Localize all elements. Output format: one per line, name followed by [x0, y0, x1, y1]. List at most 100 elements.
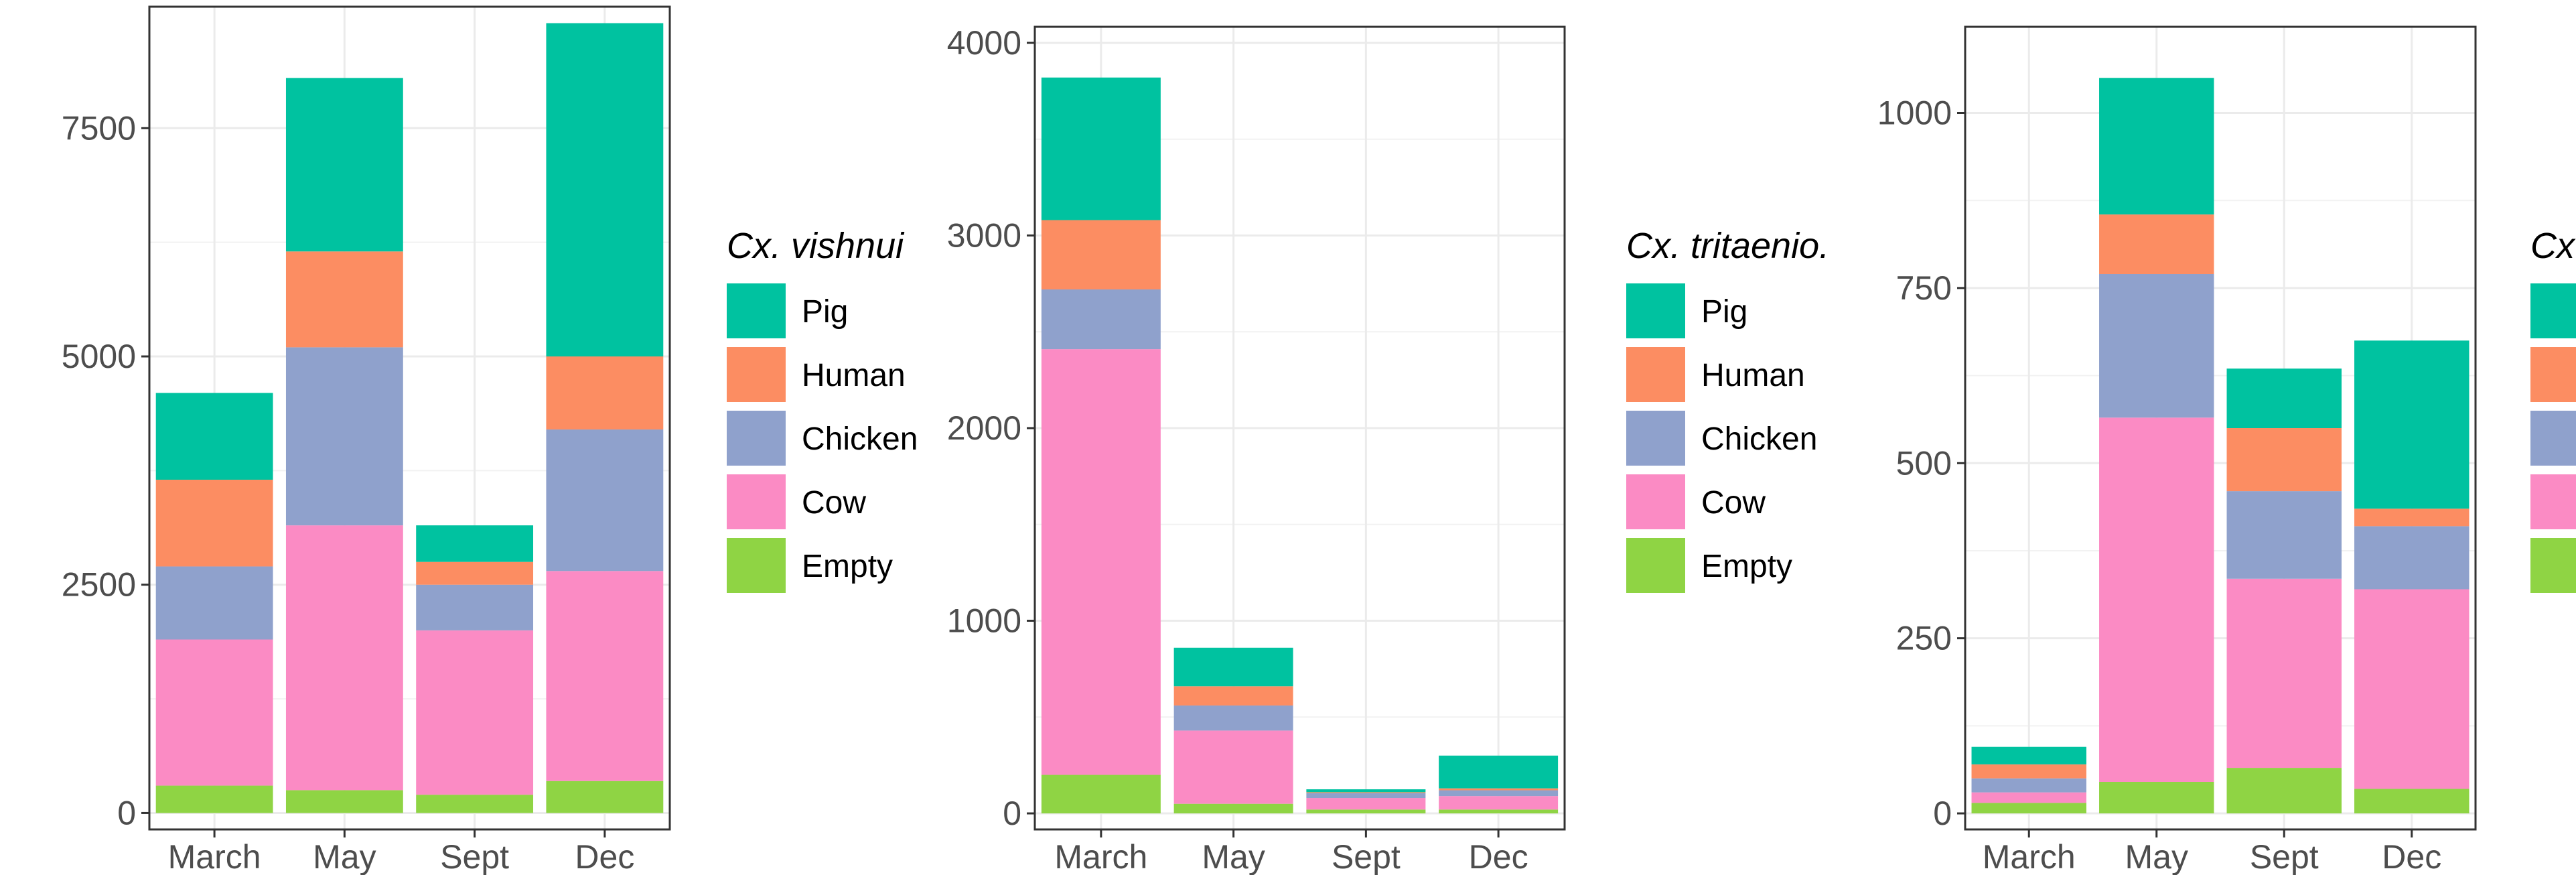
legend-title: Cx. vishnui [727, 226, 905, 266]
chart-panel-1: 0 2500 5000 7500 March May Sept Dec Cx. vishnui P… [62, 5, 918, 875]
bar-chicken-sept [1306, 793, 1426, 799]
bar-empty-dec [546, 781, 664, 813]
legend: Cx. gelidusPigHumanChickenCowEmpty [2530, 226, 2576, 593]
bar-human-sept [416, 561, 534, 585]
bar-human-march [1041, 220, 1161, 289]
legend-key-cow [2530, 474, 2576, 529]
bar-pig-sept [2226, 368, 2342, 428]
bar-chicken-dec [1439, 790, 1559, 797]
bar-chicken-may [285, 347, 403, 526]
bar-cow-dec [1439, 796, 1559, 810]
bar-pig-may [285, 78, 403, 252]
bar-chicken-sept [416, 584, 534, 630]
x-tick-label: May [2125, 838, 2188, 875]
x-tick-label: May [313, 838, 376, 875]
bar-empty-dec [2354, 789, 2470, 814]
legend-key-pig [1626, 283, 1685, 338]
y-tick-label: 2000 [947, 409, 1021, 447]
x-tick-label: Dec [2382, 838, 2441, 875]
legend-label-human: Human [1701, 358, 1805, 393]
legend-label-cow: Cow [1701, 485, 1766, 521]
bar-cow-may [1173, 730, 1293, 804]
bar-human-may [2099, 214, 2214, 274]
bar-pig-march [155, 393, 273, 480]
legend-label-chicken: Chicken [1701, 421, 1817, 457]
chart-panel-2: 0 1000 2000 3000 4000 March May Sept Dec Cx. trit… [947, 24, 1829, 875]
legend-title: Cx. gelidus [2530, 226, 2576, 266]
x-tick-label: May [1202, 838, 1265, 875]
legend-label-pig: Pig [802, 294, 848, 330]
bar-empty-march [155, 785, 273, 813]
y-tick-label: 7500 [62, 109, 136, 147]
bar-chicken-may [1173, 705, 1293, 731]
bar-human-dec [2354, 509, 2470, 527]
bar-human-march [155, 479, 273, 567]
x-tick-label: Sept [440, 838, 509, 875]
bar-pig-dec [1439, 755, 1559, 789]
bar-cow-dec [546, 571, 664, 781]
y-tick-label: 500 [1896, 444, 1952, 482]
bar-chicken-march [1041, 289, 1161, 350]
bar-human-may [285, 251, 403, 348]
y-tick-label: 1000 [1877, 94, 1952, 132]
bar-chicken-may [2099, 273, 2214, 418]
y-tick-label: 250 [1896, 620, 1952, 657]
bar-pig-may [2099, 78, 2214, 215]
legend-label-empty: Empty [1701, 549, 1792, 584]
y-tick-label: 0 [117, 794, 136, 831]
legend-label-empty: Empty [802, 549, 893, 584]
bar-human-sept [1306, 792, 1426, 793]
legend-key-chicken [727, 411, 786, 466]
x-tick-label: Sept [2250, 838, 2319, 875]
bar-pig-march [1041, 77, 1161, 220]
bar-pig-sept [416, 525, 534, 562]
bar-cow-march [1971, 792, 2086, 803]
bar-cow-sept [416, 630, 534, 795]
bar-empty-may [1173, 803, 1293, 814]
panel-border [1964, 25, 2477, 831]
legend-label-human: Human [802, 358, 906, 393]
y-tick-label: 4000 [947, 24, 1021, 62]
legend-key-human [2530, 347, 2576, 402]
bar-empty-sept [416, 795, 534, 813]
legend-key-cow [1626, 474, 1685, 529]
bar-cow-march [155, 639, 273, 786]
bar-empty-may [2099, 781, 2214, 814]
legend-key-chicken [1626, 411, 1685, 466]
bar-cow-dec [2354, 589, 2470, 789]
bar-pig-march [1971, 746, 2086, 764]
bar-empty-march [1041, 775, 1161, 814]
bar-chicken-dec [2354, 526, 2470, 590]
bar-human-march [1971, 764, 2086, 779]
y-tick-label: 3000 [947, 216, 1021, 254]
legend-key-empty [727, 538, 786, 593]
x-tick-label: March [1983, 838, 2076, 875]
legend: Cx. vishnui Pig Human Chicken Cow Empty [727, 226, 918, 593]
chart-panel-3: 0 250 500 750 1000 March May Sept Dec Cx. gelidus… [1877, 25, 2576, 875]
bar-cow-sept [2226, 578, 2342, 768]
bar-empty-sept [2226, 768, 2342, 814]
bar-cow-march [1041, 349, 1161, 775]
bar-cow-sept [1306, 798, 1426, 810]
bar-pig-may [1173, 647, 1293, 687]
legend-key-pig [727, 283, 786, 338]
y-tick-label: 750 [1896, 269, 1952, 307]
legend-label-cow: Cow [802, 485, 866, 521]
legend-key-empty [2530, 538, 2576, 593]
y-tick-label: 5000 [62, 338, 136, 375]
bar-chicken-dec [546, 429, 664, 571]
y-tick-label: 1000 [947, 602, 1021, 640]
legend-label-pig: Pig [1701, 294, 1747, 330]
bar-human-dec [1439, 788, 1559, 791]
x-tick-label: Dec [575, 838, 634, 875]
panel-border [148, 5, 671, 831]
bar-human-dec [546, 356, 664, 430]
legend-key-cow [727, 474, 786, 529]
legend-label-chicken: Chicken [802, 421, 918, 457]
bar-empty-march [1971, 803, 2086, 814]
bar-cow-may [2099, 417, 2214, 782]
x-tick-label: Sept [1332, 838, 1401, 875]
bar-empty-sept [1306, 809, 1426, 814]
y-tick-label: 2500 [62, 566, 136, 604]
bar-chicken-march [1971, 778, 2086, 793]
